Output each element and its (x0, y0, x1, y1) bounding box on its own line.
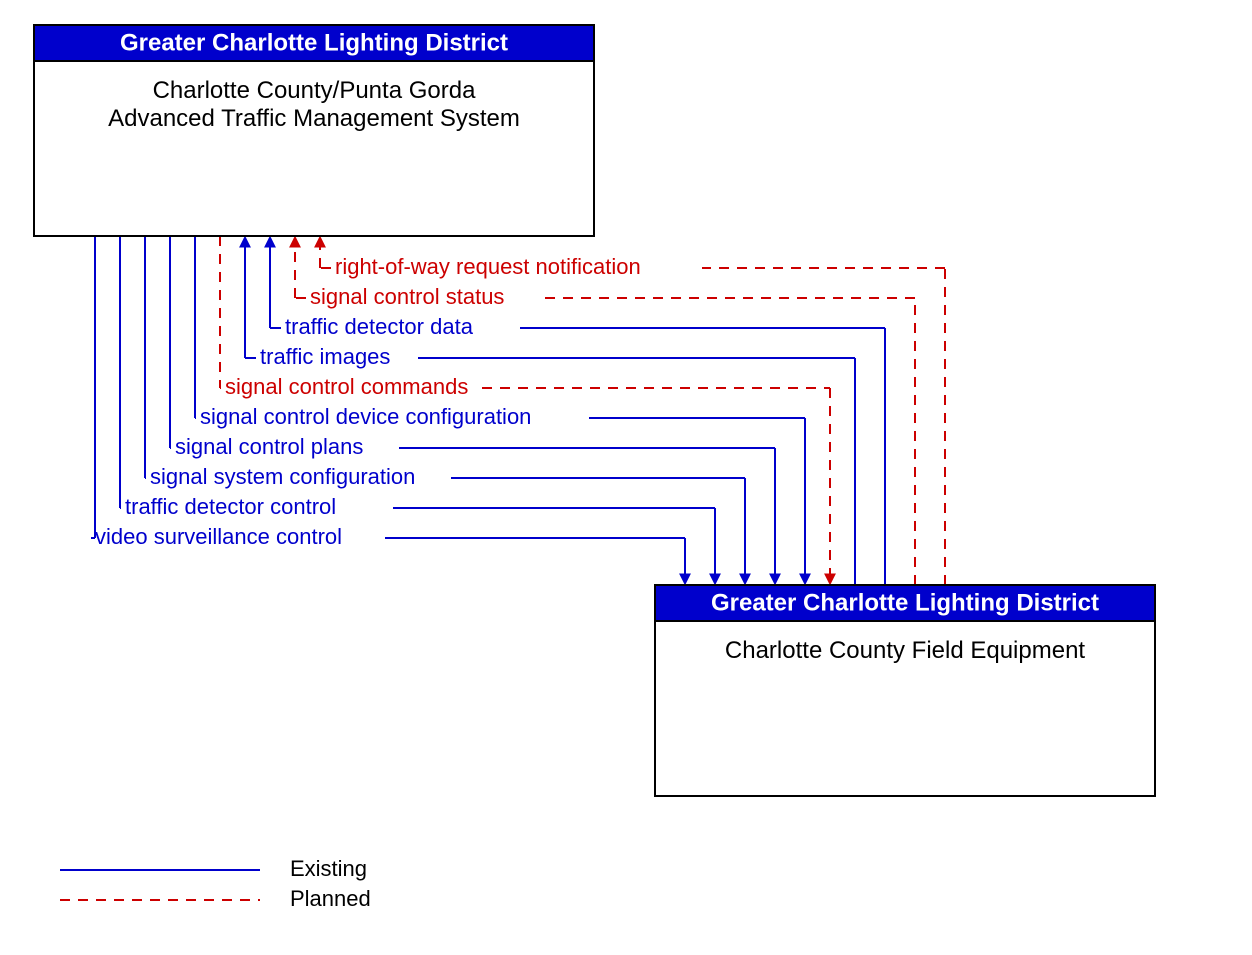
node-atms-body-line: Charlotte County/Punta Gorda (153, 77, 477, 104)
legend-planned-label: Planned (290, 886, 371, 911)
flow-label: signal control status (310, 284, 504, 309)
flow-label: traffic detector control (125, 494, 336, 519)
flow-label: traffic images (260, 344, 390, 369)
flow-label: video surveillance control (95, 524, 342, 549)
flow-label: right-of-way request notification (335, 254, 641, 279)
flow-label: signal control plans (175, 434, 363, 459)
flow-label: signal control device configuration (200, 404, 531, 429)
node-field-equipment-header: Greater Charlotte Lighting District (711, 589, 1099, 616)
legend-existing-label: Existing (290, 856, 367, 881)
node-field-equipment: Greater Charlotte Lighting District Charl… (655, 585, 1155, 796)
node-field-equipment-body-line: Charlotte County Field Equipment (725, 637, 1086, 664)
legend: Existing Planned (60, 856, 371, 911)
node-atms-header: Greater Charlotte Lighting District (120, 29, 508, 56)
flow-label: signal system configuration (150, 464, 415, 489)
flow-label: signal control commands (225, 374, 468, 399)
node-atms: Greater Charlotte Lighting District Charl… (34, 25, 594, 236)
flow-label: traffic detector data (285, 314, 474, 339)
node-atms-body-line: Advanced Traffic Management System (108, 105, 520, 132)
